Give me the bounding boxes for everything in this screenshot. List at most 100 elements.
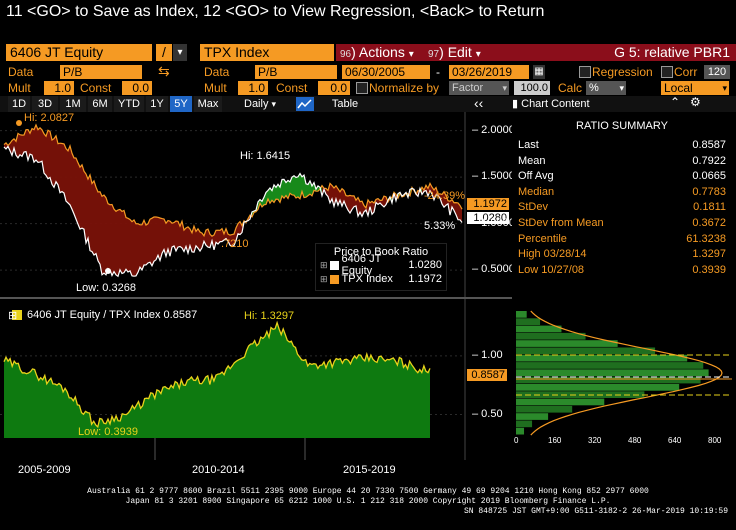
histogram-bar xyxy=(516,340,618,347)
summary-row: Last 0.8587 xyxy=(518,138,726,154)
summary-value: 61.3238 xyxy=(686,232,726,245)
tab-6m[interactable]: 6M xyxy=(88,96,112,112)
ratio-series-line xyxy=(3,320,431,429)
data-label: Data xyxy=(8,65,34,79)
mult-input-1[interactable]: 1.0 xyxy=(44,81,74,95)
summary-value: 0.3672 xyxy=(692,216,726,229)
tab-1y[interactable]: 1Y xyxy=(146,96,168,112)
lower-legend: 6406 JT Equity / TPX Index 0.8587 xyxy=(27,309,198,321)
end-date-input[interactable]: 03/26/2019 xyxy=(449,65,529,79)
security-dropdown-icon[interactable]: ▾ xyxy=(173,44,187,61)
histogram-bar xyxy=(516,405,573,413)
data-field-1[interactable]: P/B xyxy=(60,65,142,79)
upper-low-label: Low: 0.3268 xyxy=(76,282,136,294)
upper-fill-red xyxy=(4,124,462,277)
legend-expand-icon[interactable]: ⊞ xyxy=(320,273,328,284)
data-label-2: Data xyxy=(204,65,230,79)
settings-icon[interactable]: ⚙ xyxy=(690,95,701,109)
legend-swatch xyxy=(329,274,339,284)
relative-slash: / xyxy=(156,44,172,61)
const-label-2: Const xyxy=(276,81,308,95)
summary-value: 0.8587 xyxy=(692,139,726,151)
regression-label: Regression xyxy=(592,65,653,79)
const-input-1[interactable]: 0.0 xyxy=(122,81,152,95)
summary-row: Mean 0.7922 xyxy=(518,154,726,170)
tab-1m[interactable]: 1M xyxy=(60,96,86,112)
chart-content-button[interactable]: ▮ Chart Content xyxy=(512,98,590,110)
chevron-down-icon: ▾ xyxy=(475,49,481,60)
lower-grid xyxy=(0,355,465,460)
normalize-checkbox[interactable] xyxy=(356,82,368,94)
summary-row: Median 0.7783 xyxy=(518,185,726,201)
currency-select[interactable]: Local ▾ xyxy=(661,81,729,95)
summary-label: Last xyxy=(518,139,539,151)
regression-checkbox[interactable] xyxy=(579,66,591,78)
last-ratio-tag: 0.8587 xyxy=(467,369,507,381)
start-date-input[interactable]: 06/30/2005 xyxy=(342,65,430,79)
data-field-2[interactable]: P/B xyxy=(255,65,337,79)
upper-hi2-label: Hi: 1.6415 xyxy=(240,150,291,162)
summary-value: 1.3297 xyxy=(692,248,726,261)
chevron-up-icon[interactable]: ⌃ xyxy=(670,95,681,109)
chevron-down-icon: ▾ xyxy=(408,49,414,60)
hist-x-tick: 320 xyxy=(588,436,602,445)
upper-hi-label: Hi: 2.0827 xyxy=(24,112,75,124)
lower-legend-plus-icon[interactable]: ⊞ xyxy=(8,310,18,322)
date-dash: - xyxy=(436,65,440,79)
calendar-icon[interactable]: ▦ xyxy=(533,65,545,79)
lower-low-label: Low: 0.3939 xyxy=(78,426,138,438)
hist-x-tick: 800 xyxy=(708,436,722,445)
histogram-bar xyxy=(516,362,704,369)
tab-3d[interactable]: 3D xyxy=(32,96,58,112)
legend-items: ⊞ 6406 JT Equity 1.0280 ⊞ TPX Index 1.1972 xyxy=(316,253,446,286)
corr-window-input[interactable]: 120 xyxy=(704,65,730,79)
stdev-lines xyxy=(516,354,732,396)
lower-x-label: 2005-2009 xyxy=(18,464,71,476)
low-marker xyxy=(105,268,111,274)
collapse-icon[interactable]: ‹‹ xyxy=(474,95,484,111)
summary-value: 0.7922 xyxy=(692,154,726,167)
footer-line1: Australia 61 2 9777 8600 Brazil 5511 239… xyxy=(87,487,649,496)
legend-swatch xyxy=(329,260,339,270)
chart-divider xyxy=(0,297,512,299)
summary-row: StDev 0.1811 xyxy=(518,200,726,216)
security2-input[interactable]: TPX Index xyxy=(200,44,334,61)
edit-menu[interactable]: 97) Edit ▾ xyxy=(428,44,481,60)
const-input-2[interactable]: 0.0 xyxy=(318,81,350,95)
hist-x-tick: 480 xyxy=(628,436,642,445)
security1-input[interactable]: 6406 JT Equity xyxy=(6,44,152,61)
mult-input-2[interactable]: 1.0 xyxy=(238,81,268,95)
factor-input[interactable]: 100.0 xyxy=(514,81,550,95)
title-bar xyxy=(336,44,736,61)
summary-label: Mean xyxy=(518,154,546,167)
last-tpx-tag: 1.1972 xyxy=(467,198,509,210)
normalize-select[interactable]: Factor ▾ xyxy=(449,81,509,95)
legend-value: 1.1972 xyxy=(408,273,442,285)
lower-y-tick: – 0.50 xyxy=(472,407,503,420)
histogram-bar xyxy=(516,318,541,325)
legend-item: ⊞ 6406 JT Equity 1.0280 xyxy=(316,253,446,277)
screen-title: G 5: relative PBR1 xyxy=(614,44,730,60)
equity-series-line xyxy=(3,145,463,278)
upper-y-tick: – 0.5000 xyxy=(472,263,515,276)
tab-max[interactable]: Max xyxy=(194,96,222,112)
upper-y-tick: – 1.0000 xyxy=(472,216,515,229)
legend-value: 1.0280 xyxy=(408,259,442,271)
tab-5y[interactable]: 5Y xyxy=(170,96,192,112)
legend-expand-icon[interactable]: ⊞ xyxy=(320,259,328,270)
swap-icon[interactable]: ⇆ xyxy=(158,63,170,79)
summary-row: High 03/28/14 1.3297 xyxy=(518,247,726,263)
footer-line2: Japan 81 3 3201 8900 Singapore 65 6212 1… xyxy=(125,497,611,506)
calc-select[interactable]: % ▾ xyxy=(586,81,626,95)
mult-label: Mult xyxy=(8,81,31,95)
tab-1d[interactable]: 1D xyxy=(8,96,30,112)
histogram-bar xyxy=(516,413,549,420)
actions-menu[interactable]: 96) Actions ▾ xyxy=(340,44,414,60)
summary-value: 0.7783 xyxy=(692,185,726,198)
tab-ytd[interactable]: YTD xyxy=(114,96,144,112)
corr-checkbox[interactable] xyxy=(661,66,673,78)
summary-value: 0.3939 xyxy=(692,263,726,276)
table-button[interactable]: Table xyxy=(331,98,359,110)
line-chart-icon[interactable] xyxy=(296,97,314,111)
frequency-select[interactable]: Daily ▾ xyxy=(244,98,277,110)
